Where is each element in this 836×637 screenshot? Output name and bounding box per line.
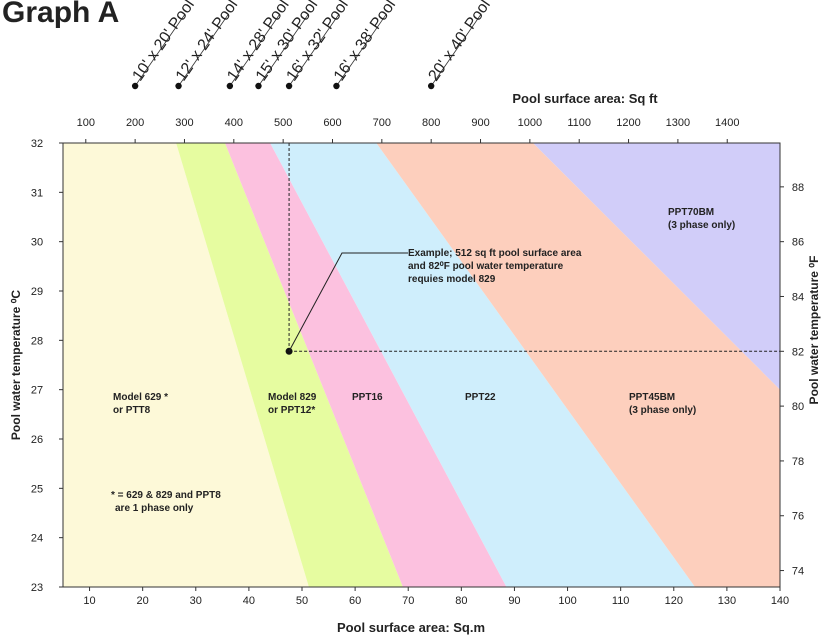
region-ppt70bm — [533, 143, 780, 390]
x-tick-label-sqm: 110 — [612, 595, 630, 607]
y-tick-label-c: 30 — [31, 237, 43, 249]
x-tick-label-sqft: 1400 — [715, 117, 739, 129]
y-tick-label-c: 24 — [31, 533, 43, 545]
x-tick-label-sqft: 1300 — [666, 117, 690, 129]
region-label: Model 629 * — [113, 392, 168, 403]
y-tick-label-f: 88 — [792, 182, 804, 194]
y-tick-label-c: 31 — [31, 187, 43, 199]
pool-marker-line — [288, 13, 340, 87]
region-label: Model 829 — [268, 392, 317, 403]
x-tick-label-sqm: 120 — [665, 595, 683, 607]
x-tick-label-sqft: 1100 — [567, 117, 591, 129]
x-tick-label-sqm: 90 — [508, 595, 520, 607]
example-note-line: and 82⁰F pool water temperature — [408, 261, 564, 272]
y-axis-label-left: Pool water temperature ⁰C — [9, 290, 23, 441]
pool-marker-line — [336, 13, 387, 87]
region-model-829 — [176, 143, 403, 587]
plot-frame — [62, 142, 781, 588]
pool-marker-line — [229, 13, 281, 87]
y-tick-label-c: 29 — [31, 286, 43, 298]
pool-marker-line — [178, 13, 229, 87]
footnote-line: are 1 phase only — [115, 503, 194, 514]
region-label: PPT16 — [352, 392, 383, 403]
region-label: or PTT8 — [113, 405, 151, 416]
x-tick-label-sqft: 400 — [225, 117, 243, 129]
pool-marker-label: 20' x 40' Pool — [426, 0, 494, 84]
region-ppt22 — [270, 143, 696, 587]
y-tick-label-c: 26 — [31, 434, 43, 446]
y-tick-label-f: 86 — [792, 237, 804, 249]
example-note-line: Example; 512 sq ft pool surface area — [408, 248, 582, 259]
x-tick-label-sqft: 300 — [175, 117, 193, 129]
x-tick-label-sqm: 70 — [402, 595, 414, 607]
x-tick-label-sqft: 1000 — [518, 117, 542, 129]
region-ppt45bm — [376, 143, 780, 587]
x-tick-label-sqm: 50 — [296, 595, 308, 607]
x-tick-label-sqm: 60 — [349, 595, 361, 607]
region-label: (3 phase only) — [629, 405, 696, 416]
y-tick-label-f: 76 — [792, 511, 804, 523]
pool-marker-dot — [427, 82, 435, 90]
x-tick-label-sqm: 20 — [137, 595, 149, 607]
x-tick-label-sqft: 500 — [274, 117, 292, 129]
pool-marker-line — [258, 13, 309, 87]
y-tick-label-c: 28 — [31, 335, 43, 347]
y-tick-label-f: 80 — [792, 401, 804, 413]
region-label: or PPT12* — [268, 405, 315, 416]
pool-marker-dot — [285, 82, 293, 90]
model-regions — [63, 143, 780, 587]
y-axis-label-right: Pool water temperature ⁰F — [807, 256, 821, 405]
x-tick-label-sqm: 130 — [718, 595, 736, 607]
y-tick-label-c: 27 — [31, 385, 43, 397]
pool-marker-dot — [333, 82, 340, 90]
x-tick-label-sqm: 140 — [771, 595, 789, 607]
region-ppt16 — [224, 143, 507, 587]
x-axis-label-bottom: Pool surface area: Sq.m — [337, 620, 485, 635]
region-model-629 — [63, 143, 309, 587]
y-tick-label-f: 82 — [792, 346, 804, 358]
x-tick-label-sqm: 30 — [190, 595, 202, 607]
x-tick-label-sqm: 10 — [83, 595, 95, 607]
pool-marker-dot — [175, 82, 182, 90]
x-tick-label-sqft: 700 — [373, 117, 391, 129]
region-label: (3 phase only) — [668, 220, 735, 231]
x-tick-label-sqft: 100 — [77, 117, 95, 129]
x-tick-label-sqm: 100 — [558, 595, 576, 607]
footnote-line: * = 629 & 829 and PPT8 — [111, 490, 221, 501]
x-tick-label-sqft: 600 — [323, 117, 341, 129]
x-axis-label-top: Pool surface area: Sq ft — [512, 91, 658, 106]
y-tick-label-f: 84 — [792, 291, 804, 303]
pool-marker-dot — [255, 82, 262, 90]
example-note-line: requies model 829 — [408, 274, 496, 285]
x-tick-label-sqft: 900 — [471, 117, 489, 129]
y-tick-label-c: 25 — [31, 483, 43, 495]
pool-marker-line — [134, 13, 186, 87]
y-tick-label-c: 32 — [31, 138, 43, 150]
chart-title: Graph A — [2, 0, 119, 29]
x-tick-label-sqm: 40 — [243, 595, 255, 607]
example-leader-line — [288, 252, 408, 352]
x-tick-label-sqft: 800 — [422, 117, 440, 129]
y-tick-label-c: 23 — [31, 582, 43, 594]
pool-marker-dot — [226, 82, 234, 90]
region-label: PPT70BM — [668, 207, 714, 218]
region-label: PPT45BM — [629, 392, 675, 403]
x-tick-label-sqm: 80 — [455, 595, 467, 607]
region-label: PPT22 — [465, 392, 496, 403]
y-tick-label-f: 78 — [792, 456, 804, 468]
y-tick-label-f: 74 — [792, 566, 804, 578]
pool-marker-dot — [131, 82, 139, 90]
pool-marker-line — [430, 13, 482, 87]
x-tick-label-sqft: 1200 — [616, 117, 640, 129]
x-tick-label-sqft: 200 — [126, 117, 144, 129]
